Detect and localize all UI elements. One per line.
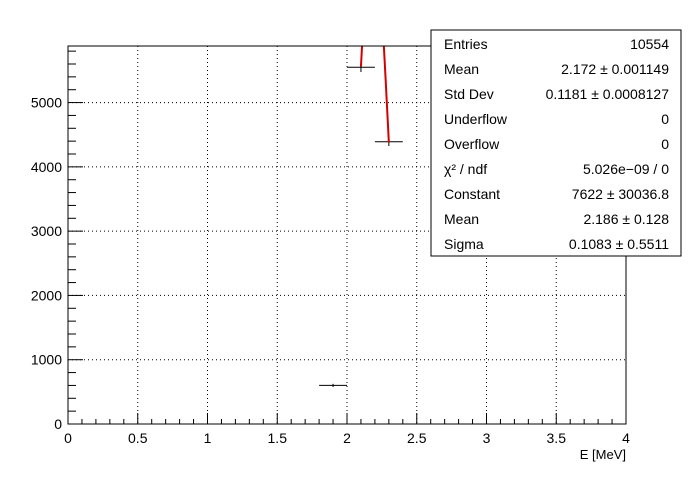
stats-value: 0.1083 ± 0.5511 <box>569 236 669 252</box>
stats-value: 7622 ± 30036.8 <box>572 186 669 202</box>
histogram-bin <box>319 383 347 388</box>
y-tick-label: 3000 <box>31 223 62 239</box>
x-tick-label: 3 <box>483 430 491 446</box>
stats-label: Entries <box>444 36 488 52</box>
x-axis-title: E [MeV] <box>580 447 626 462</box>
stats-box: Entries 10554 Mean 2.172 ± 0.001149 Std Dev 0… <box>430 29 682 257</box>
stats-label: Std Dev <box>444 86 494 102</box>
x-tick-label: 0 <box>64 430 72 446</box>
stats-value: 2.172 ± 0.001149 <box>561 61 669 77</box>
stats-value: 0.1181 ± 0.0008127 <box>546 86 670 102</box>
x-tick-label: 2.5 <box>407 430 427 446</box>
gaussian-fit <box>359 46 390 143</box>
stats-label: Constant <box>444 186 500 202</box>
stats-value: 0 <box>661 111 669 127</box>
y-tick-label: 0 <box>54 416 62 432</box>
y-tick-label: 4000 <box>31 159 62 175</box>
stats-value: 0 <box>661 136 669 152</box>
stats-box-frame <box>430 29 682 257</box>
x-tick-label: 2 <box>343 430 351 446</box>
fit-curve <box>359 46 390 143</box>
y-tick-label: 2000 <box>31 287 62 303</box>
x-tick-label: 4 <box>622 430 630 446</box>
stats-value: 5.026e−09 / 0 <box>583 161 669 177</box>
x-tick-label: 3.5 <box>547 430 567 446</box>
x-tick-label: 0.5 <box>128 430 148 446</box>
axis-ticks <box>67 50 627 425</box>
x-tick-label: 1.5 <box>268 430 288 446</box>
tick-labels: 0 0.5 1 1.5 2 2.5 3 3.5 4 0 1000 2000 3000 4000 5000 <box>31 95 630 446</box>
stats-label: Underflow <box>444 111 508 127</box>
stats-label: Overflow <box>444 136 500 152</box>
stats-label: χ² / ndf <box>444 161 487 177</box>
stats-value: 10554 <box>630 36 669 52</box>
x-tick-label: 1 <box>204 430 212 446</box>
stats-label: Mean <box>444 61 479 77</box>
stats-value: 2.186 ± 0.128 <box>583 211 669 227</box>
stats-label: Mean <box>444 211 479 227</box>
stats-label: Sigma <box>444 236 484 252</box>
y-tick-label: 5000 <box>31 95 62 111</box>
y-tick-label: 1000 <box>31 352 62 368</box>
